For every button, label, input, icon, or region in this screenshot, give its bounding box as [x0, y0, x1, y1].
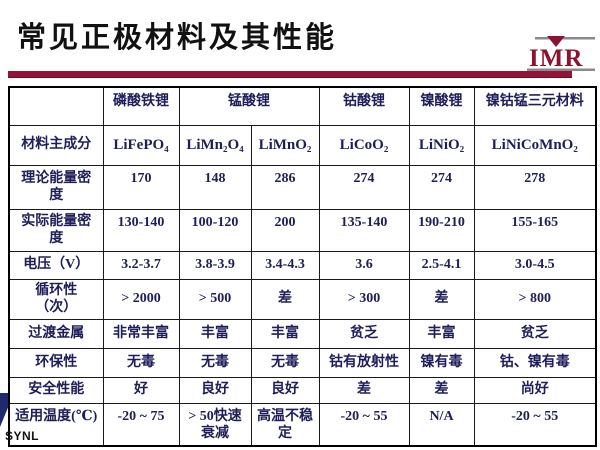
row-label: 循环性 （次）: [8, 278, 104, 320]
table-cell: 286: [250, 164, 320, 210]
cathode-materials-table: 磷酸铁锂 锰酸锂 钴酸锂 镍酸锂 镍钴锰三元材料 材料主成分 LiFePO₄ L…: [8, 86, 597, 447]
logo-bottom-line: [527, 68, 595, 71]
table-cell: 非常丰富: [102, 318, 180, 349]
table-cell: -20 ~ 55: [473, 402, 597, 446]
imr-logo: IMR: [527, 35, 595, 72]
table-row: 实际能量密 度 130-140 100-120 200 135-140 190-…: [8, 208, 597, 252]
table-cell: 3.6: [318, 250, 410, 280]
table-cell: 尚好: [473, 376, 597, 404]
synl-footer-logo: SYNL: [5, 429, 40, 443]
header-cell: 镍酸锂: [408, 86, 475, 126]
table-cell: -20 ~ 75: [102, 402, 180, 446]
table-cell: 274: [318, 164, 410, 210]
table-cell: 274: [408, 164, 475, 210]
table-cell: LiMn₂O₄: [178, 124, 252, 166]
table-cell: N/A: [408, 402, 475, 446]
table-cell: LiMnO₂: [250, 124, 320, 166]
table-header-row: 磷酸铁锂 锰酸锂 钴酸锂 镍酸锂 镍钴锰三元材料: [8, 86, 597, 126]
table-cell: 丰富: [178, 318, 252, 349]
header-cell-empty: [8, 86, 104, 126]
table-cell: 高温不稳定: [250, 402, 320, 446]
table-cell: 148: [178, 164, 252, 210]
table-cell: 278: [473, 164, 597, 210]
header-cell: 镍钴锰三元材料: [473, 86, 597, 126]
table-cell: 3.0-4.5: [473, 250, 597, 280]
row-label: 实际能量密 度: [8, 208, 104, 252]
table-cell: 3.2-3.7: [102, 250, 180, 280]
table-cell: 135-140: [318, 208, 410, 252]
imr-logo-graphic: IMR: [527, 36, 595, 72]
table-cell: > 2000: [102, 278, 180, 320]
table-cell: 贫乏: [473, 318, 597, 349]
table-cell: > 50快速衰减: [178, 402, 252, 446]
table-cell: 3.4-4.3: [250, 250, 320, 280]
table-cell: 无毒: [178, 347, 252, 378]
table-cell: 贫乏: [318, 318, 410, 349]
table-cell: 好: [102, 376, 180, 404]
table-cell: 170: [102, 164, 180, 210]
table-row: 电压（V） 3.2-3.7 3.8-3.9 3.4-4.3 3.6 2.5-4.…: [8, 250, 597, 280]
table-cell: 钴有放射性: [318, 347, 410, 378]
row-label: 环保性: [8, 347, 104, 378]
table-cell: 无毒: [102, 347, 180, 378]
table-cell: -20 ~ 55: [318, 402, 410, 446]
table-cell: LiFePO₄: [102, 124, 180, 166]
table-cell: 2.5-4.1: [408, 250, 475, 280]
logo-top-line: [535, 37, 595, 40]
table-cell: 130-140: [102, 208, 180, 252]
table-cell: LiNiCoMnO₂: [473, 124, 597, 166]
table-cell: 100-120: [178, 208, 252, 252]
table-cell: > 300: [318, 278, 410, 320]
table-cell: 无毒: [250, 347, 320, 378]
table-row: 循环性 （次） > 2000 > 500 差 > 300 差 > 800: [8, 278, 597, 320]
title-underline-rule: [8, 71, 572, 78]
table-cell: LiNiO₂: [408, 124, 475, 166]
row-label: 材料主成分: [8, 124, 104, 166]
table-cell: 丰富: [408, 318, 475, 349]
table-cell: 钴、镍有毒: [473, 347, 597, 378]
table-row: 环保性 无毒 无毒 无毒 钴有放射性 镍有毒 钴、镍有毒: [8, 347, 597, 378]
table-cell: 差: [408, 376, 475, 404]
row-label: 电压（V）: [8, 250, 104, 280]
logo-triangle-icon: [547, 36, 565, 47]
row-label: 理论能量密 度: [8, 164, 104, 210]
table-cell: 155-165: [473, 208, 597, 252]
table-cell: 差: [408, 278, 475, 320]
row-label: 安全性能: [8, 376, 104, 404]
table-cell: 镍有毒: [408, 347, 475, 378]
header-cell: 钴酸锂: [318, 86, 410, 126]
table-cell: 差: [250, 278, 320, 320]
table-row: 理论能量密 度 170 148 286 274 274 278: [8, 164, 597, 210]
table-cell: 丰富: [250, 318, 320, 349]
table-cell: 良好: [178, 376, 252, 404]
table-cell: 200: [250, 208, 320, 252]
table-cell: 差: [318, 376, 410, 404]
table-row: 材料主成分 LiFePO₄ LiMn₂O₄ LiMnO₂ LiCoO₂ LiNi…: [8, 124, 597, 166]
header-cell: 锰酸锂: [178, 86, 320, 126]
logo-text: IMR: [529, 45, 583, 72]
table-cell: LiCoO₂: [318, 124, 410, 166]
header-cell: 磷酸铁锂: [102, 86, 180, 126]
table-cell: > 500: [178, 278, 252, 320]
table-cell: 190-210: [408, 208, 475, 252]
table-row: 安全性能 好 良好 良好 差 差 尚好: [8, 376, 597, 404]
table-row: 过渡金属 非常丰富 丰富 丰富 贫乏 丰富 贫乏: [8, 318, 597, 349]
table-cell: 良好: [250, 376, 320, 404]
table-cell: 3.8-3.9: [178, 250, 252, 280]
page-title: 常见正极材料及其性能: [17, 22, 338, 54]
table-cell: > 800: [473, 278, 597, 320]
table-row: 适用温度(℃) -20 ~ 75 > 50快速衰减 高温不稳定 -20 ~ 55…: [8, 402, 597, 446]
row-label: 过渡金属: [8, 318, 104, 349]
row-label: 适用温度(℃): [8, 402, 104, 446]
